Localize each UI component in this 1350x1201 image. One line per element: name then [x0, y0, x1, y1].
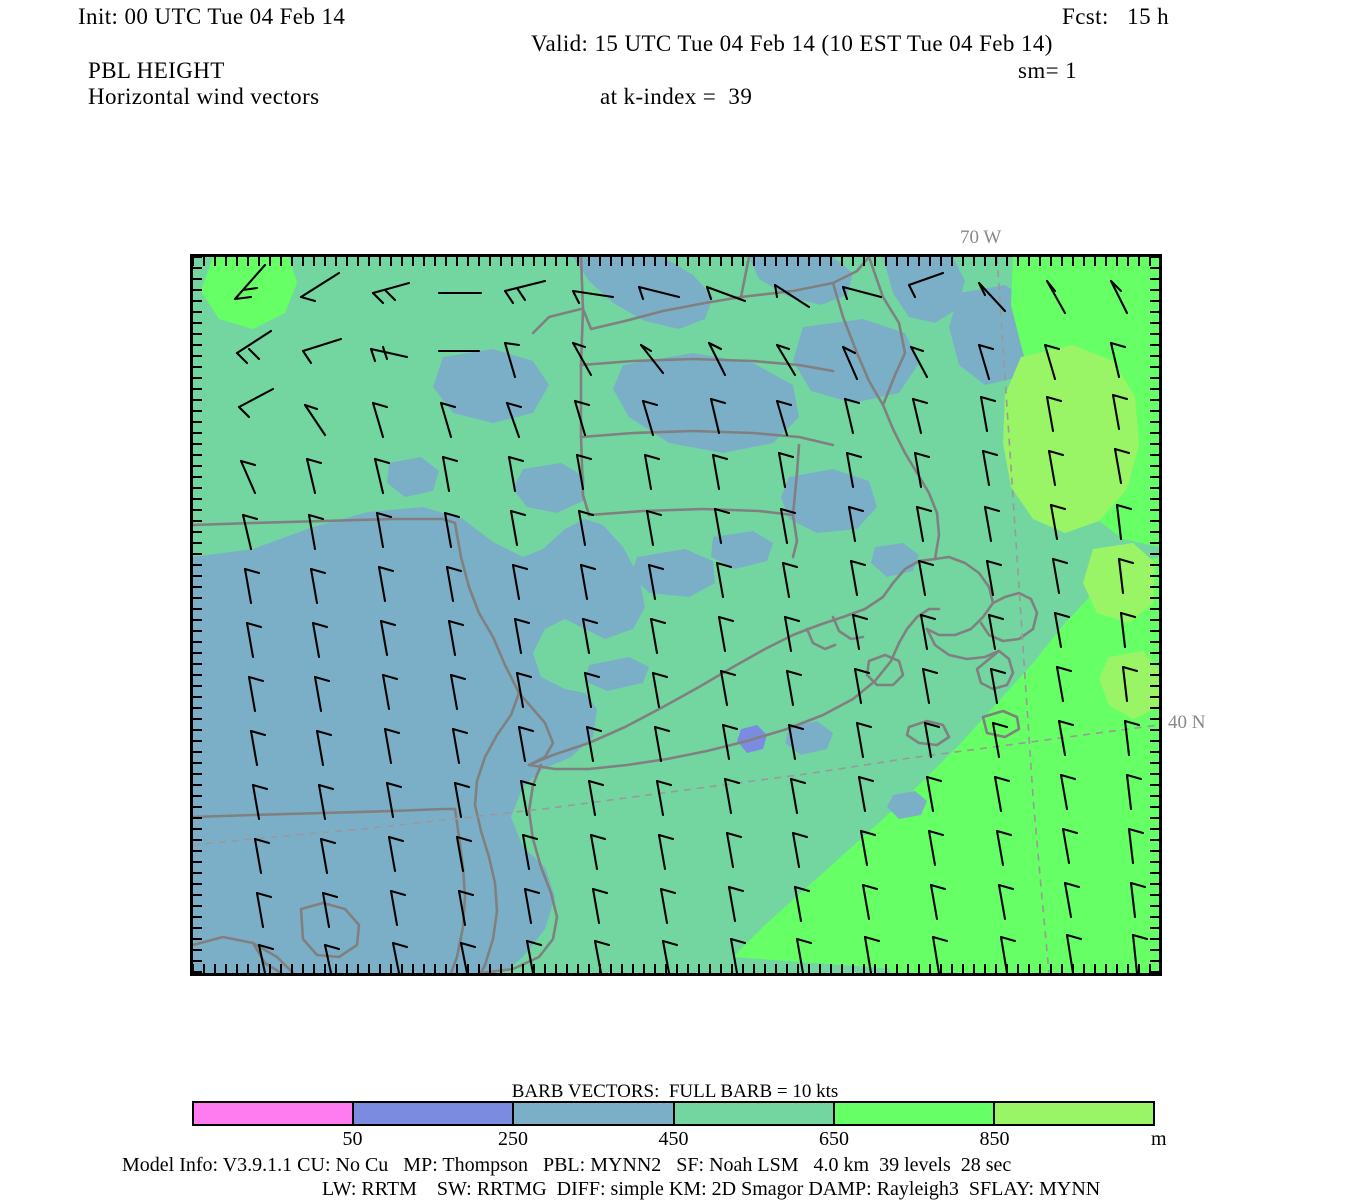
colorbar-tick-450: 450 — [658, 1128, 689, 1150]
barb-vector-legend: BARB VECTORS: FULL BARB = 10 kts — [511, 1081, 839, 1102]
colorbar-tick-labels: 50 250 450 650 850 m — [192, 1128, 1166, 1152]
colorbar-segment-1 — [354, 1103, 515, 1124]
colorbar-tick-250: 250 — [497, 1128, 528, 1150]
colorbar-segment-4 — [834, 1103, 995, 1124]
colorbar-segment-0 — [194, 1103, 355, 1124]
longitude-label-70w: 70 W — [960, 227, 1002, 248]
latitude-label-40n: 40 N — [1168, 712, 1206, 733]
valid-time-label: Valid: 15 UTC Tue 04 Feb 14 (10 EST Tue … — [531, 31, 1053, 56]
colorbar-segment-2 — [514, 1103, 675, 1124]
smoothing-label: sm= 1 — [1018, 58, 1078, 83]
forecast-map[interactable] — [190, 254, 1162, 976]
colorbar-tick-850: 850 — [979, 1128, 1010, 1150]
colorbar-unit-label: m — [1151, 1128, 1167, 1150]
wind-barb-field — [233, 263, 1149, 973]
colorbar[interactable] — [192, 1101, 1155, 1126]
init-time-label: Init: 00 UTC Tue 04 Feb 14 — [78, 4, 346, 29]
map-frame — [190, 254, 1162, 976]
model-info-line-1: Model Info: V3.9.1.1 CU: No Cu MP: Thomp… — [122, 1154, 1012, 1176]
field-title-label: PBL HEIGHT — [88, 58, 225, 83]
map-canvas — [193, 257, 1159, 973]
colorbar-segment-3 — [674, 1103, 835, 1124]
model-info-line-2: LW: RRTM SW: RRTMG DIFF: simple KM: 2D S… — [322, 1178, 1101, 1200]
vector-title-label: Horizontal wind vectors — [88, 84, 320, 109]
forecast-hour-label: Fcst: 15 h — [1062, 4, 1170, 29]
colorbar-tick-50: 50 — [342, 1128, 363, 1150]
colorbar-segment-5 — [994, 1103, 1154, 1124]
k-index-label: at k-index = 39 — [600, 84, 753, 109]
colorbar-tick-650: 650 — [818, 1128, 849, 1150]
